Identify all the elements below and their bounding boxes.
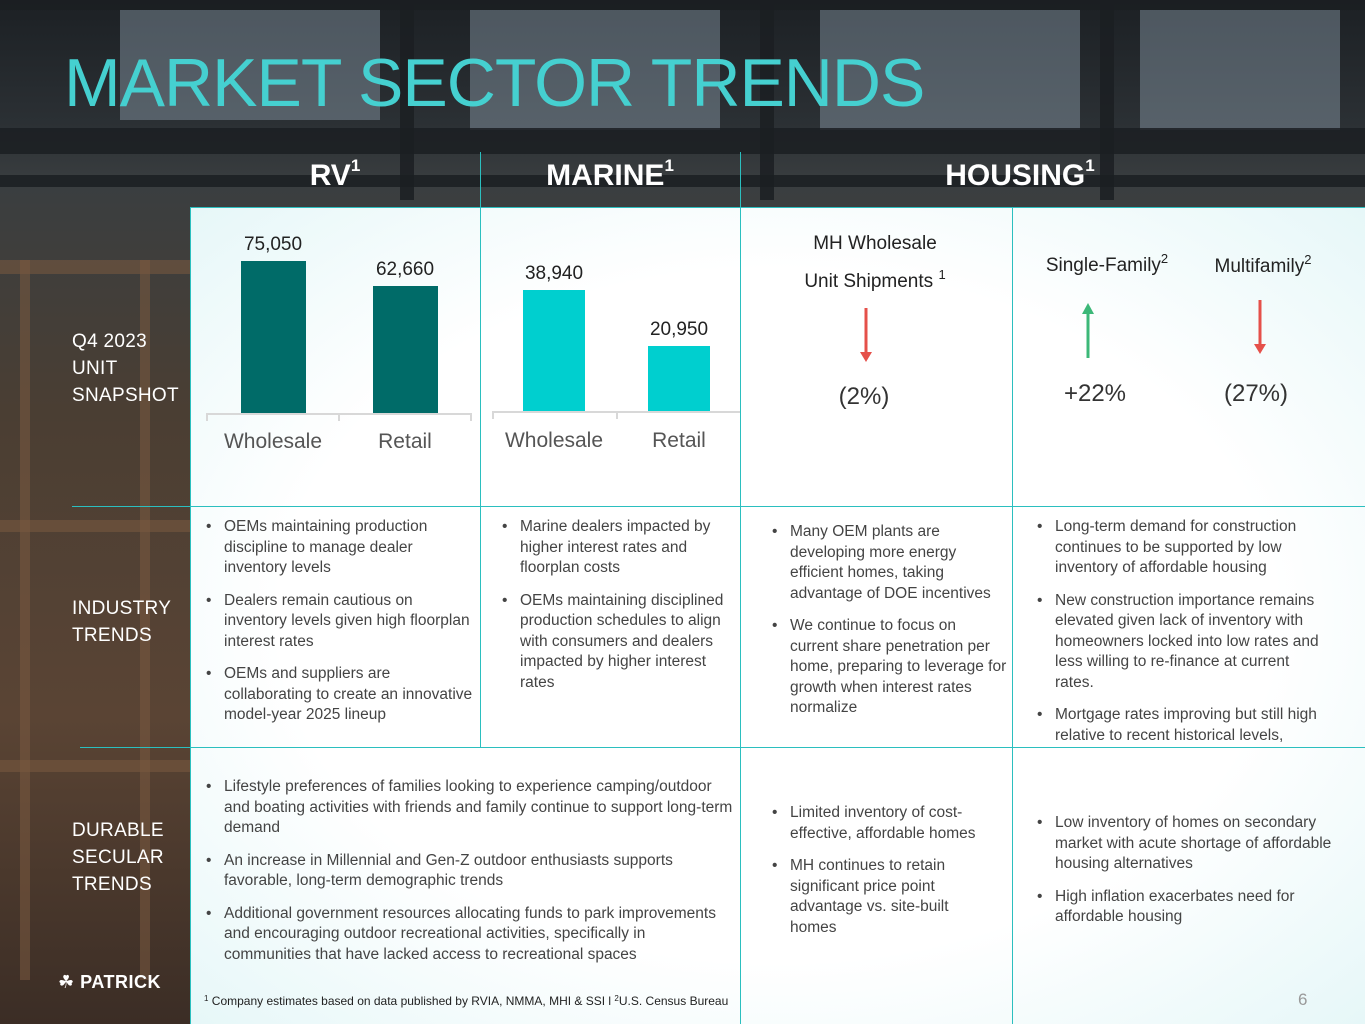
divider <box>80 747 1365 748</box>
marine-bar-wholesale <box>523 290 585 411</box>
marine-industry-trends-list: Marine dealers impacted by higher intere… <box>500 517 735 705</box>
mh-shipments-label: MH Wholesale Unit Shipments 1 <box>804 233 946 292</box>
list-item: High inflation exacerbates need for affo… <box>1035 887 1335 928</box>
list-item: OEMs and suppliers are collaborating to … <box>204 664 474 726</box>
list-item: Additional government resources allocati… <box>204 904 734 966</box>
patrick-logo: ☘ PATRICK <box>58 972 161 992</box>
residential-durable-trends-list: Low inventory of homes on secondary mark… <box>1035 813 1335 940</box>
axis-tick <box>492 411 494 419</box>
single-family-label: Single-Family2 <box>1045 251 1169 276</box>
list-item: OEMs maintaining disciplined production … <box>500 591 735 694</box>
multifamily-change-value: (27%) <box>1223 380 1289 407</box>
list-item: Marine dealers impacted by higher intere… <box>500 517 735 579</box>
rv-marine-durable-trends-list: Lifestyle preferences of families lookin… <box>204 777 734 977</box>
residential-industry-trends-list: Long-term demand for construction contin… <box>1035 517 1330 745</box>
row-label-durable: DURABLE SECULAR TRENDS <box>72 820 164 895</box>
list-item: Mortgage rates improving but still high … <box>1035 705 1330 745</box>
marine-bar-retail <box>648 345 710 411</box>
marine-value-wholesale: 38,940 <box>524 263 584 284</box>
single-family-change-value: +22% <box>1063 380 1127 407</box>
footnote: 1 Company estimates based on data publis… <box>204 994 729 1008</box>
list-item: We continue to focus on current share pe… <box>770 616 1008 719</box>
list-item: OEMs maintaining production discipline t… <box>204 517 474 579</box>
rv-category-wholesale: Wholesale <box>223 430 323 453</box>
column-header-rv: RV1 <box>309 156 361 192</box>
row-label-industry: INDUSTRY TRENDS <box>72 598 172 646</box>
divider <box>190 207 191 1024</box>
multifamily-label: Multifamily2 <box>1214 252 1312 277</box>
mh-down-arrow-icon <box>860 308 872 362</box>
column-header-housing: HOUSING1 <box>945 156 1095 192</box>
list-item: New construction importance remains elev… <box>1035 591 1330 694</box>
axis-tick <box>470 413 472 421</box>
list-item: Long-term demand for construction contin… <box>1035 517 1330 579</box>
divider <box>740 152 741 1024</box>
rv-category-retail: Retail <box>378 430 432 453</box>
marine-category-retail: Retail <box>652 429 706 452</box>
mh-durable-trends-list: Limited inventory of cost-effective, aff… <box>770 803 990 950</box>
divider <box>1012 207 1013 1024</box>
page-number: 6 <box>1298 990 1308 1009</box>
rv-bar-retail <box>372 286 438 413</box>
rv-industry-trends-list: OEMs maintaining production discipline t… <box>204 517 474 738</box>
marine-value-retail: 20,950 <box>649 318 709 340</box>
mh-change-value: (2%) <box>838 383 890 410</box>
divider <box>190 207 1365 208</box>
axis-tick <box>206 413 208 421</box>
divider <box>72 506 1365 507</box>
list-item: Dealers remain cautious on inventory lev… <box>204 591 474 653</box>
rv-bar-wholesale <box>240 261 306 413</box>
list-item: Lifestyle preferences of families lookin… <box>204 777 734 839</box>
divider <box>480 152 481 747</box>
row-label-snapshot: Q4 2023 UNIT SNAPSHOT <box>72 331 179 406</box>
shamrock-icon: ☘ <box>58 972 75 992</box>
list-item: Limited inventory of cost-effective, aff… <box>770 803 990 844</box>
marine-category-wholesale: Wholesale <box>504 429 604 452</box>
mh-industry-trends-list: Many OEM plants are developing more ener… <box>770 522 1008 731</box>
list-item: Low inventory of homes on secondary mark… <box>1035 813 1335 875</box>
axis-tick <box>616 411 618 419</box>
page-title: MARKET SECTOR TRENDS <box>64 45 925 121</box>
rv-value-wholesale: 75,050 <box>243 234 303 255</box>
list-item: An increase in Millennial and Gen-Z outd… <box>204 851 734 892</box>
list-item: MH continues to retain significant price… <box>770 856 990 938</box>
rv-value-retail: 62,660 <box>375 259 435 281</box>
list-item: Many OEM plants are developing more ener… <box>770 522 1008 604</box>
axis-tick <box>338 413 340 421</box>
multifamily-down-arrow-icon <box>1254 300 1266 354</box>
column-header-marine: MARINE1 <box>546 156 674 192</box>
single-family-up-arrow-icon <box>1082 303 1094 358</box>
